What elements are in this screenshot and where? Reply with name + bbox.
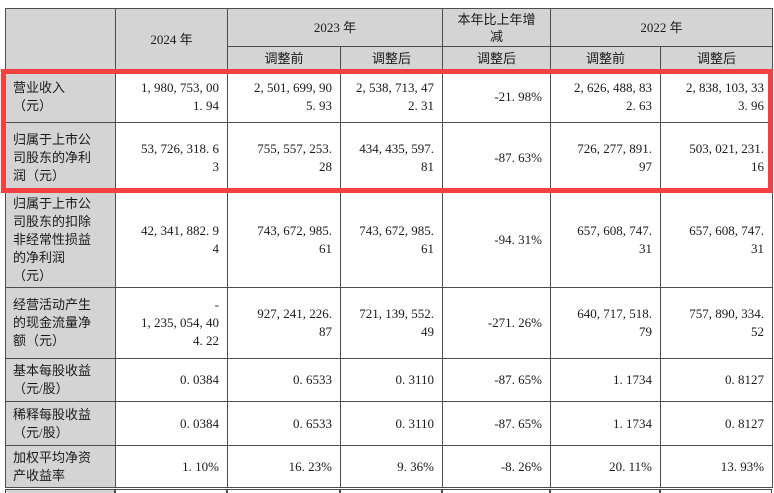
cell-yoy-change: -21. 98%: [442, 70, 552, 123]
cell-yoy-change: -87. 65%: [442, 401, 552, 446]
cell-2024: - 1, 235, 054, 40 4. 22: [115, 287, 228, 359]
cell-2024: 1. 10%: [115, 445, 228, 488]
partial-cell: [550, 489, 660, 493]
cell-2023-before: 755, 557, 253. 28: [227, 122, 341, 193]
cell-2024: 53, 726, 318. 6 3: [115, 122, 228, 193]
table-row-basic-eps: 基本每股收益 （元/股） 0. 0384 0. 6533 0. 3110 -87…: [5, 358, 774, 402]
corner-cell: [5, 8, 116, 71]
row-label: 归属于上市公 司股东的净利 润（元）: [5, 122, 116, 193]
cell-2022-after: 657, 608, 747. 31: [660, 192, 774, 288]
subheader-change-after: 调整后: [442, 46, 552, 71]
subheader-2023-after: 调整后: [339, 46, 444, 71]
cell-2022-before: 657, 608, 747. 31: [550, 192, 662, 288]
cell-2023-after: 9. 36%: [339, 445, 444, 488]
cell-2023-before: 16. 23%: [227, 445, 341, 488]
table-row-operating-revenue: 营业收入 （元） 1, 980, 753, 00 1. 94 2, 501, 6…: [5, 70, 774, 123]
next-row-clipped: [5, 489, 772, 493]
col-header-yoy-change: 本年比上年增 减: [442, 8, 552, 47]
partial-cell: [115, 489, 227, 493]
table-row-net-profit-excl-nonrecurring: 归属于上市公 司股东的扣除 非经常性损益 的净利润 （元） 42, 341, 8…: [5, 192, 774, 288]
cell-2023-before: 2, 501, 699, 90 5. 93: [227, 70, 341, 123]
row-label: 归属于上市公 司股东的扣除 非经常性损益 的净利润 （元）: [5, 192, 116, 288]
cell-2022-after: 503, 021, 231. 16: [660, 122, 774, 193]
partial-cell: [442, 489, 550, 493]
header-row-sub: 调整前 调整后 调整后 调整前 调整后: [6, 46, 774, 71]
cell-2022-after: 0. 8127: [660, 358, 774, 402]
cell-2023-after: 743, 672, 985. 61: [339, 192, 444, 288]
table-row-diluted-eps: 稀释每股收益 （元/股） 0. 0384 0. 6533 0. 3110 -87…: [5, 401, 774, 446]
cell-2022-before: 2, 626, 488, 83 2. 63: [550, 70, 662, 123]
cell-yoy-change: -87. 63%: [442, 122, 552, 193]
row-label: 营业收入 （元）: [5, 70, 116, 123]
cell-2022-after: 2, 838, 103, 33 3. 96: [660, 70, 774, 123]
cell-2023-before: 743, 672, 985. 61: [227, 192, 341, 288]
subheader-2023-before: 调整前: [227, 46, 341, 71]
subheader-2022-before: 调整前: [550, 46, 662, 71]
cell-2024: 0. 0384: [115, 401, 228, 446]
cell-yoy-change: -271. 26%: [442, 287, 552, 359]
cell-2022-before: 1. 1734: [550, 358, 662, 402]
partial-cell: [660, 489, 772, 493]
row-label: 经营活动产生 的现金流量净 额（元）: [5, 287, 116, 359]
table-row-net-profit: 归属于上市公 司股东的净利 润（元） 53, 726, 318. 6 3 755…: [5, 122, 774, 193]
cell-2023-before: 927, 241, 226. 87: [227, 287, 341, 359]
header-row-top: 2024 年 2023 年 本年比上年增 减 2022 年: [5, 8, 774, 71]
cell-2022-before: 640, 717, 518. 79: [550, 287, 662, 359]
partial-cell: [227, 489, 340, 493]
cell-2023-after: 721, 139, 552. 49: [339, 287, 444, 359]
cell-yoy-change: -94. 31%: [442, 192, 552, 288]
cell-2023-after: 434, 435, 597. 81: [339, 122, 444, 193]
partial-cell: [5, 489, 115, 493]
row-label: 稀释每股收益 （元/股）: [5, 401, 116, 446]
cell-2022-after: 0. 8127: [660, 401, 774, 446]
cell-2023-before: 0. 6533: [227, 401, 341, 446]
table-row-weighted-avg-roe: 加权平均净资 产收益率 1. 10% 16. 23% 9. 36% -8. 26…: [5, 445, 774, 488]
cell-2023-before: 0. 6533: [227, 358, 341, 402]
cell-2023-after: 0. 3110: [339, 358, 444, 402]
cell-2023-after: 2, 538, 713, 47 2. 31: [339, 70, 444, 123]
cell-2022-after: 13. 93%: [660, 445, 774, 488]
cell-yoy-change: -87. 65%: [442, 358, 552, 402]
col-header-2024: 2024 年: [115, 8, 228, 71]
cell-2024: 0. 0384: [115, 358, 228, 402]
cell-yoy-change: -8. 26%: [442, 445, 552, 488]
partial-cell: [340, 489, 442, 493]
subheader-2022-after: 调整后: [660, 46, 774, 71]
cell-2024: 42, 341, 882. 9 4: [115, 192, 228, 288]
row-label: 加权平均净资 产收益率: [5, 445, 116, 488]
cell-2022-before: 20. 11%: [550, 445, 662, 488]
cell-2022-before: 1. 1734: [550, 401, 662, 446]
cell-2024: 1, 980, 753, 00 1. 94: [115, 70, 228, 123]
col-header-2022: 2022 年: [550, 8, 774, 47]
metrics-table: 2024 年 2023 年 本年比上年增 减 2022 年 调整前 调整后 调整…: [5, 8, 774, 488]
row-label: 基本每股收益 （元/股）: [5, 358, 116, 402]
cell-2022-before: 726, 277, 891. 97: [550, 122, 662, 193]
cell-2022-after: 757, 890, 334. 52: [660, 287, 774, 359]
cell-2023-after: 0. 3110: [339, 401, 444, 446]
col-header-2023: 2023 年: [226, 8, 444, 47]
table-row-operating-cash-flow: 经营活动产生 的现金流量净 额（元） - 1, 235, 054, 40 4. …: [5, 287, 774, 359]
